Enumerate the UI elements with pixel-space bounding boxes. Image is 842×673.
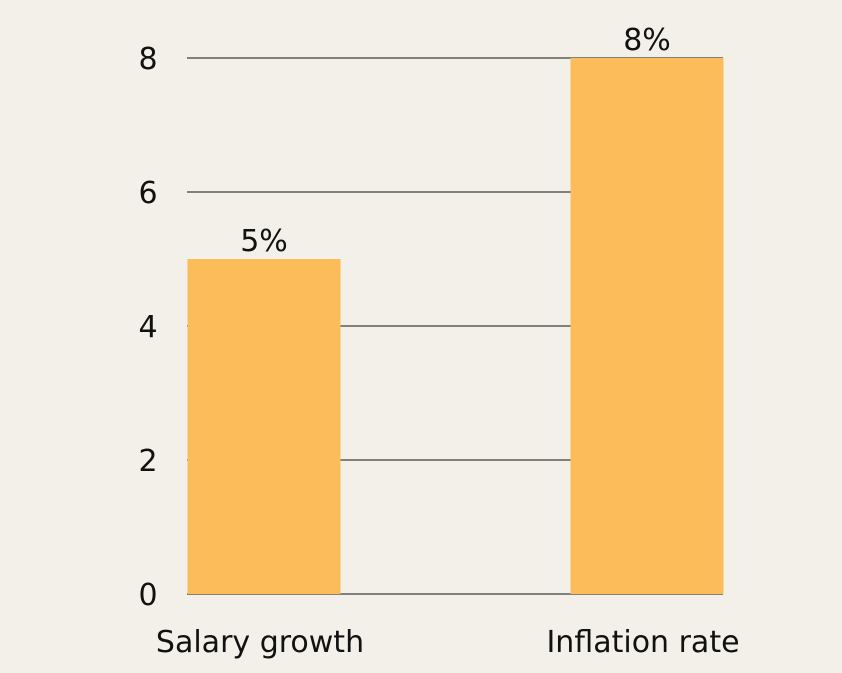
y-tick-label-4: 4 (138, 310, 157, 345)
category-label-salary-growth: Salary growth (156, 625, 364, 660)
data-label-salary-growth: 5% (240, 224, 288, 259)
y-tick-label-0: 0 (138, 578, 157, 613)
y-tick-label-6: 6 (138, 176, 157, 211)
bar-inflation-rate (570, 58, 724, 594)
bars (187, 58, 724, 594)
data-label-inflation-rate: 8% (623, 23, 671, 58)
x-axis-labels: Salary growth Inflation rate (156, 625, 740, 660)
data-labels: 5% 8% (240, 23, 671, 259)
y-tick-label-8: 8 (138, 42, 157, 77)
y-tick-label-2: 2 (138, 444, 157, 479)
category-label-inflation-rate: Inflation rate (546, 625, 739, 660)
y-axis-ticks: 0 2 4 6 8 (138, 42, 157, 613)
bar-salary-growth (187, 259, 341, 594)
